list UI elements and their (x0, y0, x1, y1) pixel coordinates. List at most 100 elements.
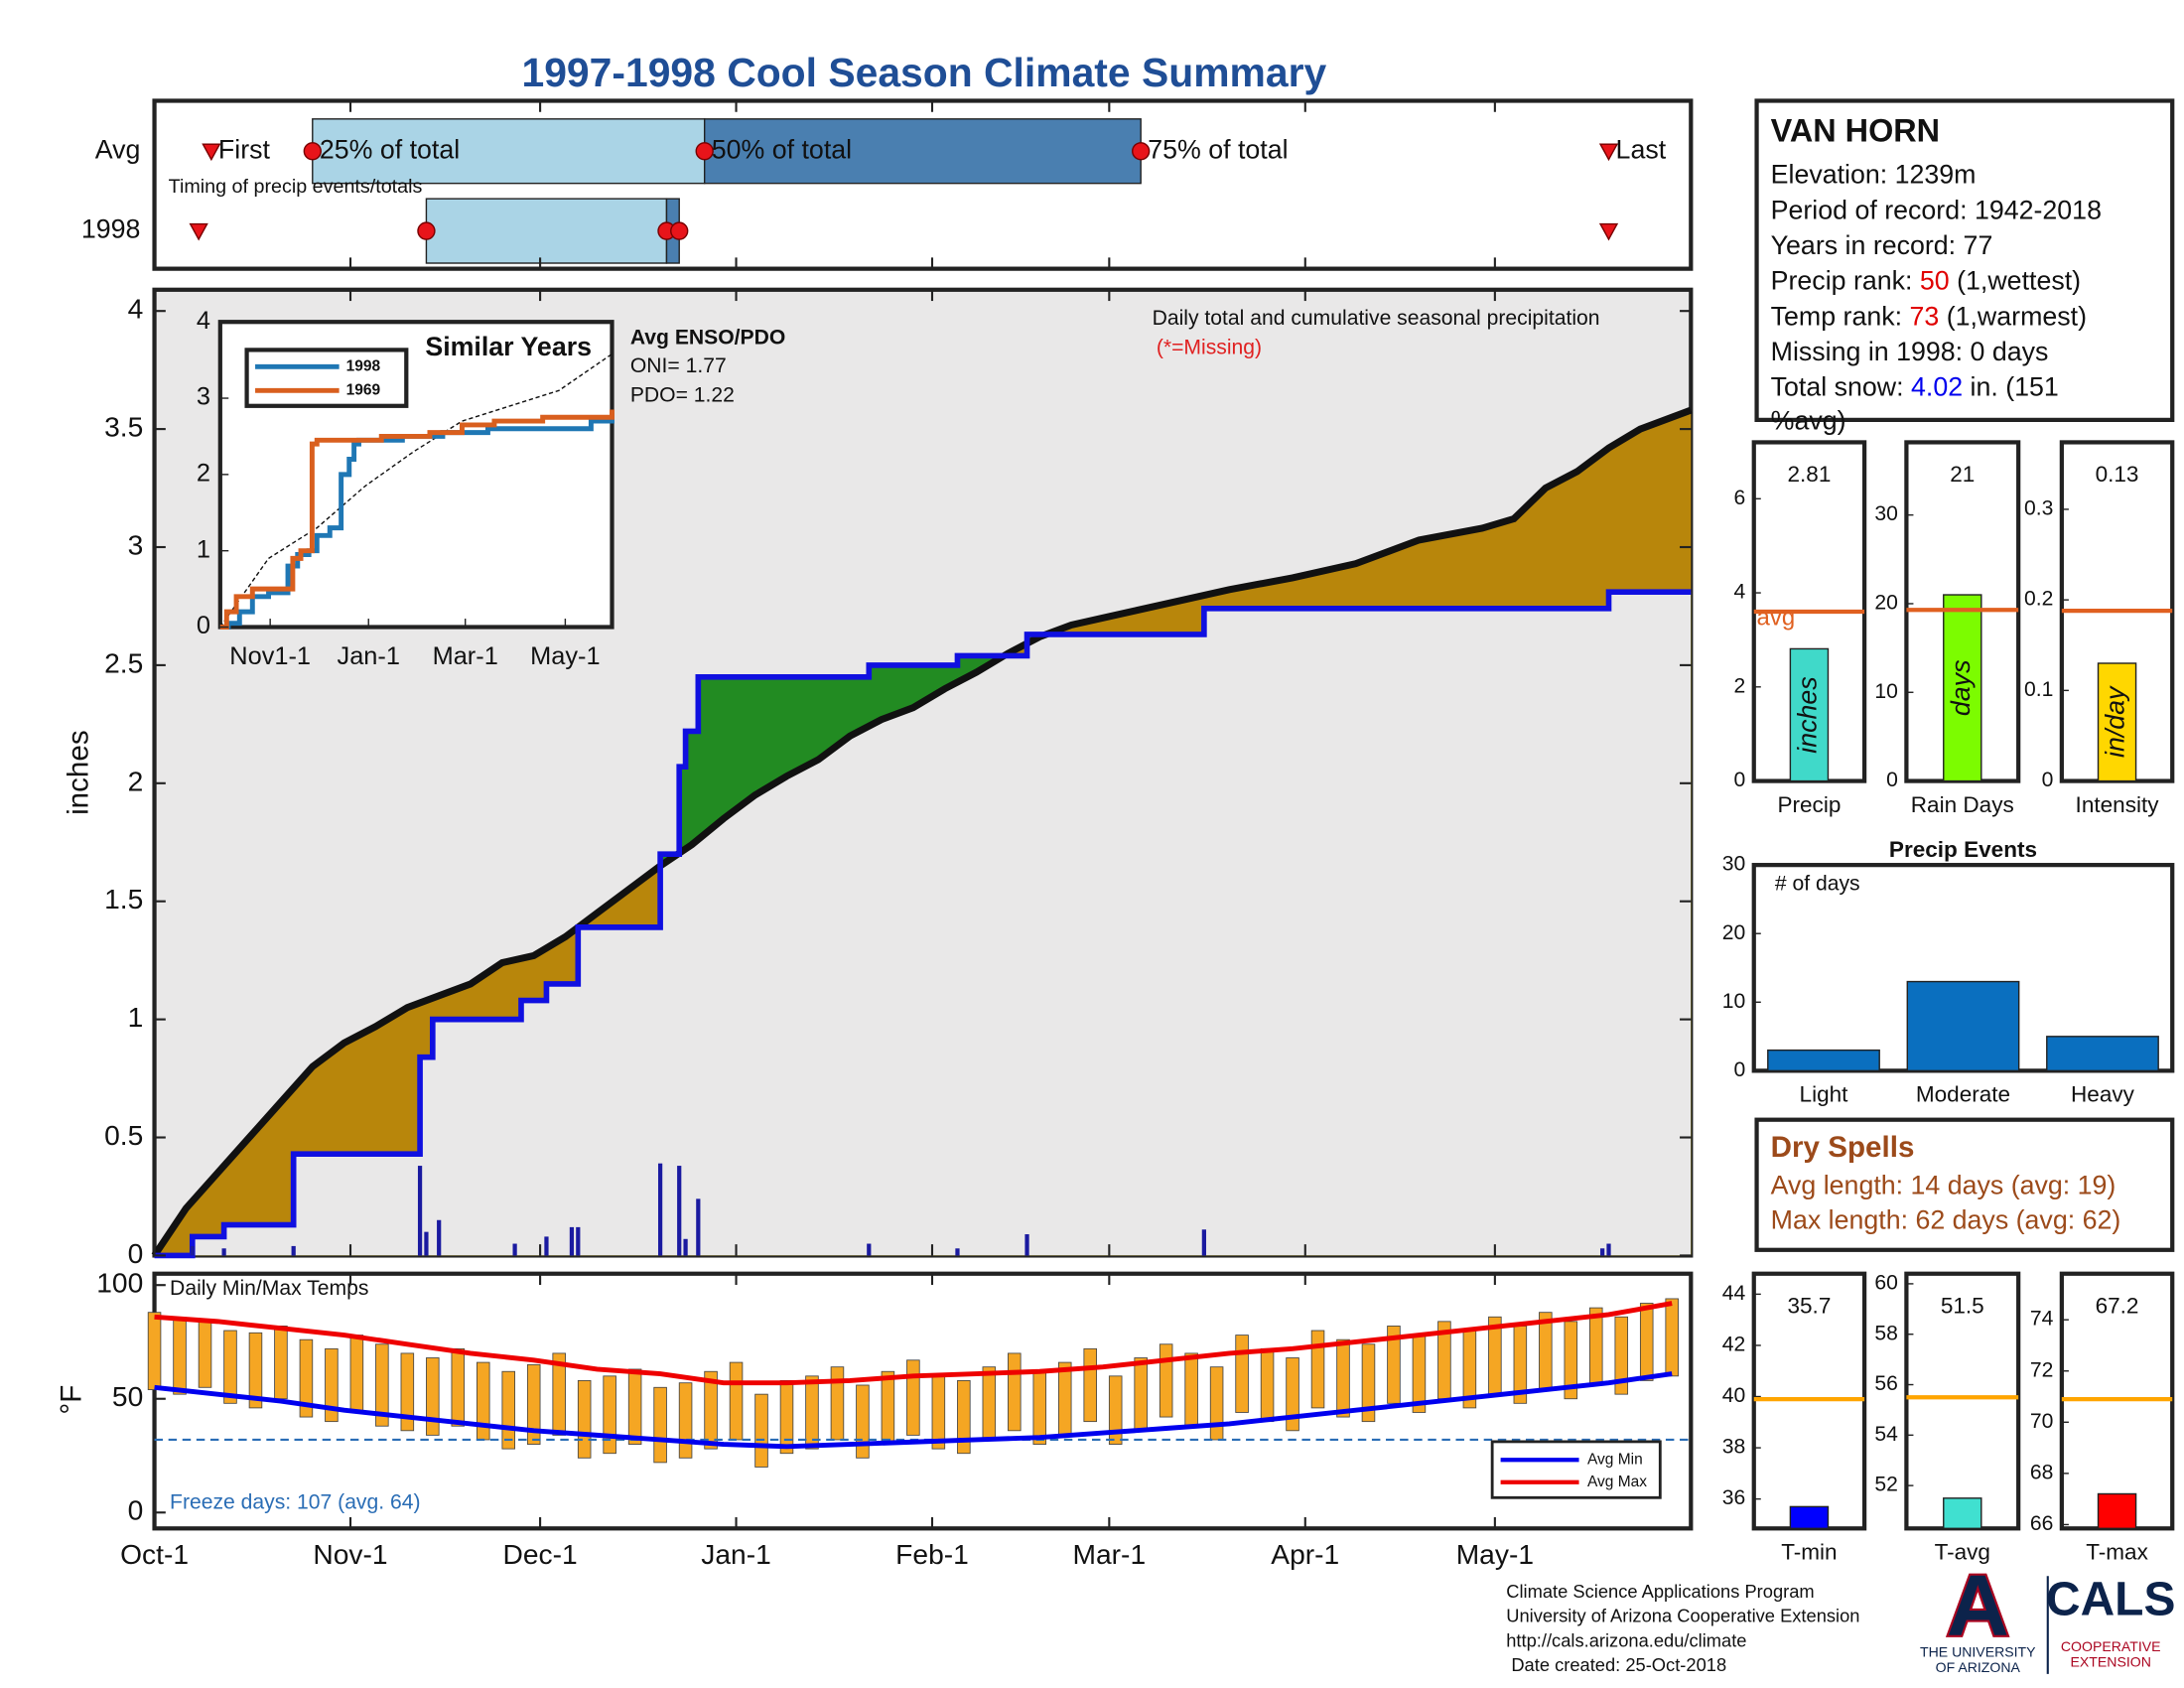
station-text: Period of record: 1942-2018 (1771, 195, 2102, 224)
y-tick-label: 60 (1874, 1271, 1898, 1294)
daily-precip-bar (1201, 1229, 1206, 1256)
legend-label: 1969 (346, 381, 381, 398)
category-label: Light (1800, 1082, 1849, 1107)
daily-temp-range (1057, 1361, 1072, 1436)
freeze-label: Freeze days: 107 (avg. 64) (170, 1491, 420, 1514)
inset-title: Similar Years (425, 332, 592, 361)
daily-temp-range (653, 1386, 667, 1464)
station-line: Precip rank: 50 (1,wettest) (1771, 266, 2081, 296)
daily-precip-bar (677, 1166, 682, 1256)
y-tick-label: 1 (128, 1001, 144, 1033)
daily-precip-bar (417, 1166, 423, 1256)
daily-temp-range (1639, 1303, 1654, 1381)
annotation: Daily total and cumulative seasonal prec… (1153, 307, 1600, 330)
row-label: 1998 (81, 214, 141, 244)
station-text: (1,wettest) (1950, 266, 2081, 296)
daily-temp-range (754, 1393, 768, 1468)
bar (2046, 1036, 2159, 1072)
y-tick-label: 38 (1722, 1436, 1746, 1459)
timing-label: 75% of total (1148, 134, 1288, 164)
y-tick-label: 66 (2030, 1512, 2053, 1535)
daily-temp-range (248, 1332, 263, 1409)
category-label: Precip (1777, 792, 1841, 817)
y-tick-label: 3.5 (104, 411, 143, 443)
dry-spells-frame (1754, 1117, 2175, 1252)
daily-temp-range (349, 1335, 364, 1413)
y-tick-label: 74 (2030, 1308, 2054, 1331)
enso-title: Avg ENSO/PDO (630, 327, 786, 350)
daily-temp-range (779, 1379, 794, 1455)
y-tick-label: 52 (1874, 1474, 1898, 1496)
logo-university: OF ARIZONA (1936, 1659, 2021, 1675)
x-tick-label: Jan-1 (701, 1538, 771, 1570)
bar-frame (1904, 1271, 2021, 1531)
y-tick-label: 0 (1734, 1058, 1746, 1081)
observed-cumulative-line (154, 589, 1692, 1259)
value-label: 0.13 (2096, 462, 2139, 487)
timing-label: First (218, 134, 271, 164)
timing-marker (695, 142, 714, 161)
station-line: Years in record: 77 (1771, 230, 1993, 260)
daily-temp-range (1614, 1316, 1629, 1395)
station-text: Missing in 1998: 0 days (1771, 337, 2049, 366)
inset-x-tick-label: Jan-1 (338, 642, 400, 670)
inset-y-tick-label: 3 (197, 383, 210, 411)
y-tick-label: 30 (1874, 502, 1898, 525)
station-text: 50 (1920, 266, 1950, 296)
y-tick-label: 30 (1722, 853, 1746, 876)
daily-temp-range (400, 1352, 415, 1432)
station-text: (1,warmest) (1939, 301, 2087, 331)
value-label: 67.2 (2096, 1294, 2139, 1319)
value-label: 21 (1950, 462, 1975, 487)
category-label: Heavy (2071, 1082, 2135, 1107)
inset-series-line (219, 412, 614, 630)
daily-temp-range (577, 1379, 592, 1459)
average-label: avg (1757, 604, 1796, 631)
daily-temp-range (198, 1321, 212, 1388)
timing-triangle (1598, 222, 1619, 241)
y-tick-label: 4 (128, 293, 144, 325)
temp-title: Daily Min/Max Temps (170, 1277, 368, 1300)
inset-average-line (219, 352, 613, 628)
daily-temp-range (147, 1312, 162, 1390)
daily-precip-bar (424, 1231, 429, 1256)
y-tick-label: 20 (1874, 592, 1898, 615)
y-tick-label: 42 (1722, 1334, 1746, 1356)
daily-precip-bar (696, 1198, 701, 1256)
y-tick-label: 44 (1722, 1282, 1746, 1305)
bar-unit-label: days (1946, 660, 1976, 717)
daily-temp-range (526, 1363, 541, 1445)
daily-temp-range (552, 1352, 566, 1436)
dry-spells-line: Avg length: 14 days (avg: 19) (1771, 1170, 2116, 1199)
daily-temp-range (375, 1343, 389, 1427)
daily-precip-bar (657, 1163, 663, 1256)
page-title: 1997-1998 Cool Season Climate Summary (521, 50, 1326, 95)
y-tick-label: 10 (1722, 990, 1746, 1013)
timing-marker (670, 221, 689, 240)
daily-temp-range (678, 1382, 693, 1459)
daily-temp-range (274, 1326, 288, 1400)
daily-temp-range (881, 1370, 895, 1445)
y-tick-label: 2.5 (104, 646, 143, 678)
daily-temp-range (1209, 1366, 1224, 1441)
timing-marker (1132, 142, 1151, 161)
y-tick-label: 0 (128, 1494, 144, 1526)
daily-temp-range (325, 1347, 339, 1423)
bar (1789, 647, 1830, 782)
daily-temp-range (223, 1330, 237, 1404)
x-tick-label: May-1 (1456, 1538, 1534, 1570)
y-tick-label: 54 (1874, 1423, 1898, 1446)
timing-triangle (202, 143, 221, 162)
y-axis-label: inches (63, 730, 95, 815)
station-line: Temp rank: 73 (1,warmest) (1771, 301, 2087, 331)
station-text: Temp rank: (1771, 301, 1910, 331)
daily-temp-range (856, 1384, 870, 1459)
logo-cals: CALS (2046, 1574, 2175, 1626)
daily-precip-bar (221, 1248, 226, 1256)
bar-chart-note: # of days (1775, 872, 1860, 895)
daily-precip-bar (1024, 1234, 1029, 1256)
y-tick-label: 0 (2042, 769, 2054, 791)
bar (1789, 1505, 1830, 1530)
bar (1767, 1049, 1880, 1072)
